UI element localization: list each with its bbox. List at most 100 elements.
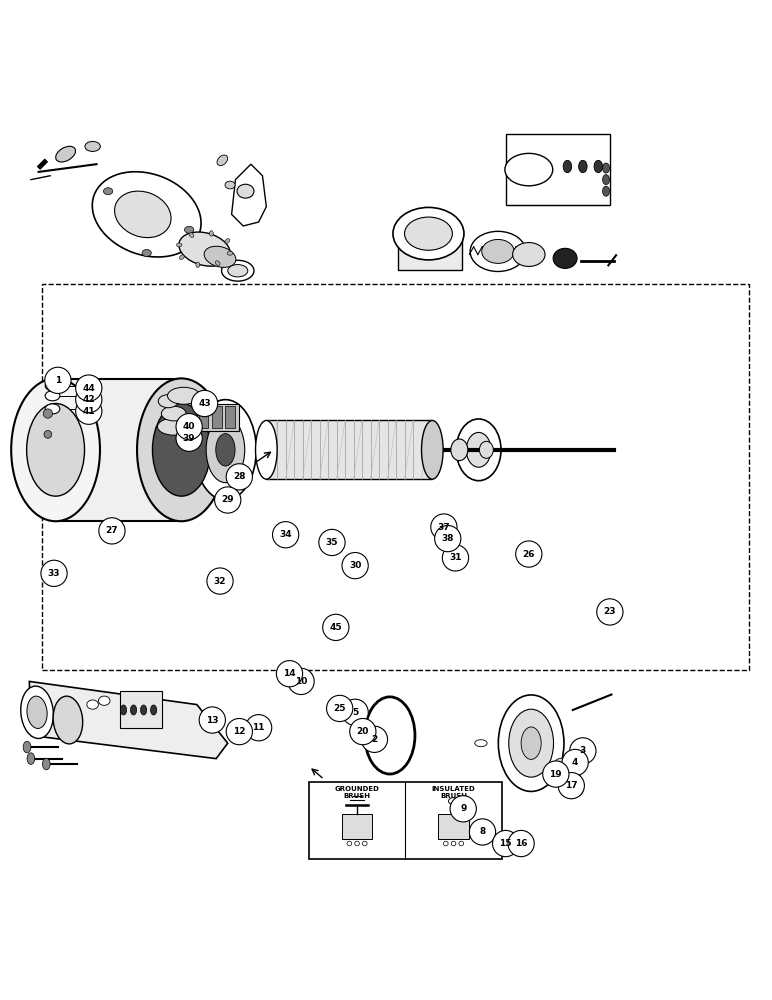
Ellipse shape: [195, 400, 256, 500]
Text: 19: 19: [550, 770, 562, 779]
Ellipse shape: [27, 753, 35, 764]
Bar: [225, 406, 235, 428]
Ellipse shape: [161, 406, 186, 421]
Ellipse shape: [466, 432, 491, 467]
Text: 27: 27: [106, 526, 118, 535]
Circle shape: [245, 715, 272, 741]
Ellipse shape: [142, 249, 151, 256]
Ellipse shape: [470, 231, 526, 271]
Text: 37: 37: [438, 523, 450, 532]
Ellipse shape: [179, 232, 230, 266]
Text: 20: 20: [357, 727, 369, 736]
Polygon shape: [232, 164, 266, 226]
Text: 8: 8: [479, 827, 486, 836]
Ellipse shape: [86, 700, 98, 709]
Ellipse shape: [405, 217, 452, 250]
Circle shape: [493, 830, 519, 857]
Ellipse shape: [459, 841, 463, 846]
Ellipse shape: [228, 265, 248, 277]
Ellipse shape: [564, 160, 571, 173]
Text: 42: 42: [83, 395, 95, 404]
Ellipse shape: [553, 248, 577, 268]
Ellipse shape: [571, 778, 584, 796]
Ellipse shape: [355, 841, 359, 846]
Ellipse shape: [56, 146, 76, 162]
Bar: [197, 404, 239, 431]
Ellipse shape: [45, 404, 59, 414]
Bar: [266, 420, 432, 479]
Ellipse shape: [456, 419, 501, 481]
Ellipse shape: [521, 727, 541, 759]
Text: 28: 28: [233, 472, 245, 481]
Circle shape: [226, 718, 252, 745]
Text: INSULATED
BRUSH: INSULATED BRUSH: [432, 786, 476, 799]
Circle shape: [342, 552, 368, 579]
Ellipse shape: [215, 261, 220, 265]
Ellipse shape: [93, 172, 201, 257]
Ellipse shape: [443, 841, 448, 846]
Text: 32: 32: [214, 577, 226, 586]
Ellipse shape: [158, 395, 178, 408]
Ellipse shape: [151, 705, 157, 715]
Text: 29: 29: [222, 495, 234, 504]
Ellipse shape: [516, 836, 530, 846]
Circle shape: [273, 522, 299, 548]
Text: 16: 16: [515, 839, 527, 848]
Circle shape: [597, 599, 623, 625]
Circle shape: [276, 661, 303, 687]
Ellipse shape: [180, 255, 185, 260]
Text: 35: 35: [326, 538, 338, 547]
Ellipse shape: [482, 239, 514, 263]
Ellipse shape: [23, 741, 31, 753]
Polygon shape: [56, 379, 181, 521]
Bar: [42, 284, 749, 670]
Ellipse shape: [120, 705, 127, 715]
Text: 13: 13: [206, 716, 218, 725]
Ellipse shape: [225, 239, 229, 243]
Ellipse shape: [449, 798, 459, 805]
Ellipse shape: [602, 186, 610, 196]
Text: 41: 41: [83, 407, 95, 416]
Circle shape: [350, 718, 376, 745]
Ellipse shape: [579, 160, 587, 173]
Circle shape: [76, 398, 102, 424]
Ellipse shape: [43, 409, 52, 418]
Text: 3: 3: [580, 746, 586, 755]
Ellipse shape: [215, 434, 235, 466]
Circle shape: [562, 749, 588, 776]
Ellipse shape: [222, 260, 254, 281]
Ellipse shape: [206, 417, 245, 483]
Text: 45: 45: [330, 623, 342, 632]
Text: 33: 33: [48, 569, 60, 578]
Ellipse shape: [479, 441, 493, 458]
Ellipse shape: [227, 251, 232, 255]
Ellipse shape: [602, 163, 610, 173]
Text: 39: 39: [183, 434, 195, 443]
Ellipse shape: [53, 696, 83, 744]
Circle shape: [558, 773, 584, 799]
Ellipse shape: [594, 160, 602, 173]
Ellipse shape: [500, 832, 516, 844]
Circle shape: [41, 560, 67, 586]
Circle shape: [319, 529, 345, 556]
Ellipse shape: [451, 439, 468, 461]
Circle shape: [570, 738, 596, 764]
Circle shape: [361, 726, 388, 752]
Ellipse shape: [347, 841, 351, 846]
Ellipse shape: [189, 233, 194, 237]
Circle shape: [442, 545, 469, 571]
Ellipse shape: [27, 696, 47, 728]
Ellipse shape: [469, 810, 485, 823]
Circle shape: [176, 425, 202, 451]
Bar: [199, 406, 208, 428]
Text: 15: 15: [499, 839, 512, 848]
Ellipse shape: [114, 191, 171, 238]
Text: 12: 12: [233, 727, 245, 736]
Ellipse shape: [185, 226, 194, 233]
Ellipse shape: [177, 243, 182, 247]
Circle shape: [76, 375, 102, 401]
Ellipse shape: [44, 431, 52, 438]
Circle shape: [215, 487, 241, 513]
Ellipse shape: [256, 420, 277, 479]
Ellipse shape: [217, 155, 228, 166]
